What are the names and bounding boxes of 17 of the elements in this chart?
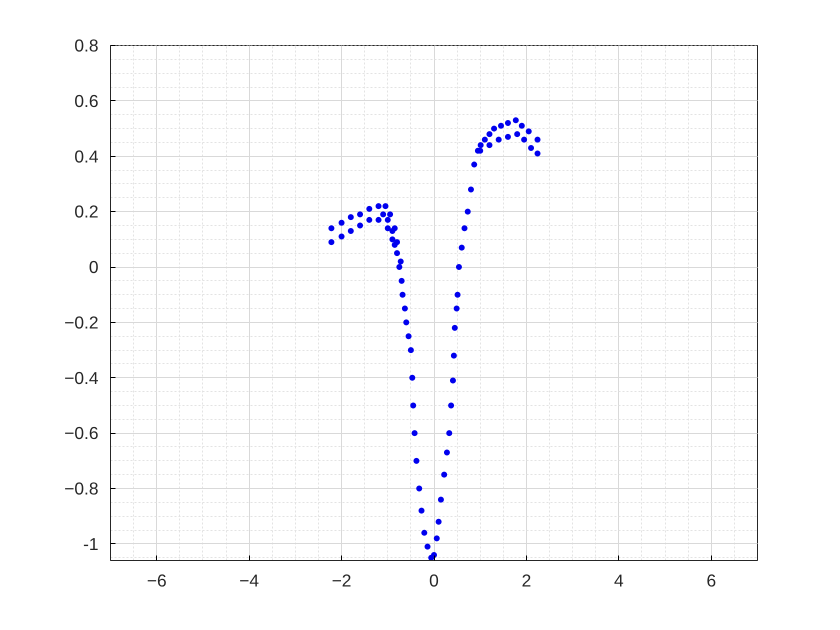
x-tick-label: 4 xyxy=(614,570,624,590)
x-tick-label: −2 xyxy=(332,570,352,590)
y-tick-label: 0.6 xyxy=(74,90,99,111)
x-tick-label: −4 xyxy=(239,570,260,590)
x-tick-label: 0 xyxy=(429,570,439,590)
y-tick-label: 0 xyxy=(88,257,99,278)
x-tick-label: 2 xyxy=(522,570,532,590)
y-tick-label: 0.4 xyxy=(74,146,99,166)
x-tick-label: −6 xyxy=(146,570,167,590)
y-tick-label: 0.8 xyxy=(74,36,99,56)
y-tick-label: −0.4 xyxy=(64,368,99,388)
y-tick-label: -1 xyxy=(83,534,99,554)
y-tick-label: −0.2 xyxy=(64,312,99,332)
y-tick-label: 0.2 xyxy=(74,202,99,222)
y-tick-label: −0.6 xyxy=(64,423,99,444)
y-tick-label: −0.8 xyxy=(64,478,99,499)
x-tick-label: 6 xyxy=(706,570,716,590)
